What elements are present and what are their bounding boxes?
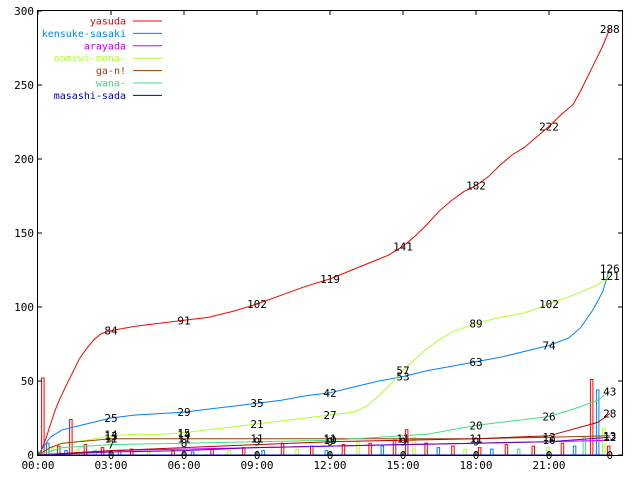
data-label: 11 — [177, 433, 190, 446]
data-label: 10 — [323, 434, 336, 447]
legend-label: wana- — [96, 79, 126, 90]
series-line-oomiwi-mona- — [37, 275, 611, 456]
data-label: 29 — [177, 406, 190, 419]
data-label: 27 — [323, 409, 336, 422]
data-label: 14 — [104, 428, 118, 441]
data-label: 42 — [323, 387, 336, 400]
y-tick-label: 150 — [14, 227, 34, 240]
y-tick-label: 200 — [14, 153, 34, 166]
data-label: 121 — [600, 270, 620, 283]
data-label: 12 — [542, 431, 555, 444]
data-label: 15 — [177, 427, 190, 440]
data-label: 8 — [181, 437, 188, 450]
data-label: 43 — [603, 385, 616, 398]
y-tick-label: 0 — [27, 449, 34, 462]
data-label: 21 — [250, 418, 263, 431]
data-label: 11 — [104, 433, 117, 446]
series-line-extra-7 — [37, 413, 611, 456]
series-line-wana- — [37, 390, 611, 456]
x-tick-label: 00:00 — [21, 459, 54, 472]
data-label: 182 — [466, 180, 486, 193]
data-label: 11 — [250, 433, 263, 446]
x-tick-label: 03:00 — [94, 459, 127, 472]
data-label: 7 — [108, 439, 115, 452]
data-label: 126 — [600, 263, 620, 276]
data-label: 57 — [396, 365, 409, 378]
y-tick-label: 300 — [14, 5, 34, 18]
y-tick-label: 100 — [14, 301, 34, 314]
x-tick-label: 06:00 — [167, 459, 200, 472]
legend-label: ga-n! — [96, 66, 126, 77]
data-label: 26 — [542, 411, 555, 424]
data-label: 89 — [469, 317, 482, 330]
series-line-yasuda — [37, 28, 611, 456]
data-label: 9 — [473, 436, 480, 449]
data-label: 11 — [323, 433, 336, 446]
y-tick-label: 250 — [14, 79, 34, 92]
data-label: 25 — [104, 412, 117, 425]
data-label: 141 — [393, 240, 413, 253]
data-label: 53 — [396, 371, 409, 384]
series-line-extra-8 — [37, 436, 610, 456]
x-tick-label: 15:00 — [386, 459, 419, 472]
x-tick-label: 21:00 — [532, 459, 565, 472]
plot-frame — [37, 10, 623, 456]
axes: 0 50 100 150 200 250 300 00:00 03:00 06:00 09:00 12… — [14, 5, 622, 472]
data-label: 10 — [542, 434, 555, 447]
data-label: 28 — [603, 408, 616, 421]
data-label: 102 — [247, 298, 267, 311]
data-label: 13 — [603, 430, 616, 443]
data-label: 74 — [542, 340, 556, 353]
legend-label: masashi-sada — [54, 91, 126, 102]
data-label: 9 — [327, 436, 334, 449]
data-label: 63 — [469, 356, 482, 369]
legend-label: oomiwi-mona- — [54, 54, 126, 65]
data-label: 12 — [603, 431, 616, 444]
legend-label: arayada — [84, 41, 126, 52]
data-label: 20 — [469, 419, 482, 432]
data-label: 222 — [539, 120, 559, 133]
legend-label: kensuke-sasaki — [42, 29, 126, 40]
x-tick-label: 12:00 — [313, 459, 346, 472]
data-label: 84 — [104, 325, 118, 338]
data-label: 13 — [104, 430, 117, 443]
data-label: 9 — [400, 436, 407, 449]
data-label: 9 — [254, 436, 261, 449]
data-label: 11 — [469, 433, 482, 446]
data-label: 119 — [320, 273, 340, 286]
data-label: 288 — [600, 23, 620, 36]
x-tick-label: 09:00 — [240, 459, 273, 472]
data-label: 11 — [396, 433, 409, 446]
y-tick-label: 50 — [21, 375, 34, 388]
x-tick-label: 18:00 — [459, 459, 492, 472]
legend-label: yasuda — [90, 17, 126, 28]
data-label: 102 — [539, 298, 559, 311]
data-label: 14 — [177, 428, 191, 441]
data-label: 35 — [250, 397, 263, 410]
data-label: 91 — [177, 314, 190, 327]
series-line-kensuke-sasaki — [37, 268, 611, 456]
